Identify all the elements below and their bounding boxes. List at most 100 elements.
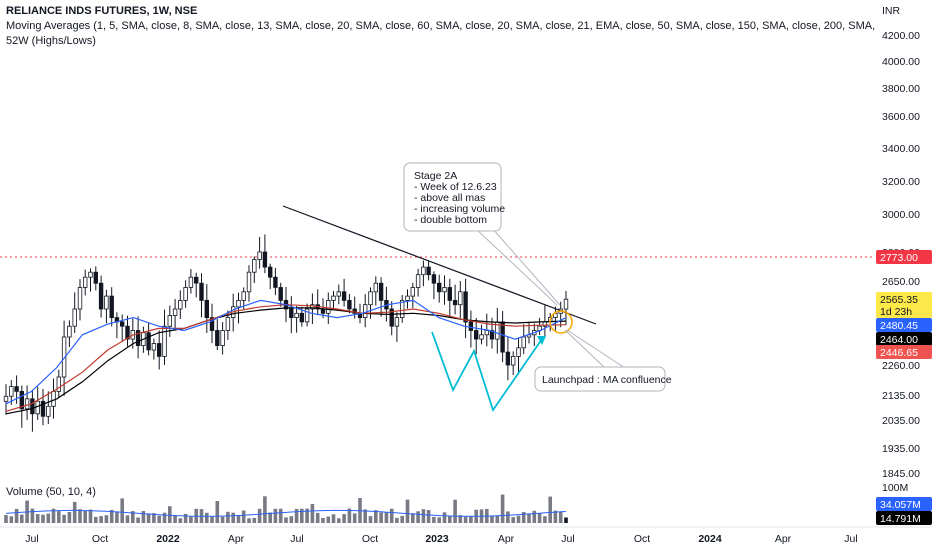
volume-bar [152, 513, 156, 523]
candle [479, 324, 484, 345]
volume-bar [500, 494, 505, 523]
volume-bar [395, 517, 399, 523]
volume-bar [104, 515, 109, 523]
candle [331, 290, 336, 310]
volume-bar [51, 508, 56, 523]
symbol-title[interactable]: RELIANCE INDS FUTURES, 1W, NSE [6, 5, 198, 17]
time-tick-label: Jul [561, 533, 574, 545]
last-price-badge: 2565.35 1d 23h [876, 292, 932, 318]
price-tick-label: 1935.00 [882, 443, 920, 455]
double-bottom-pattern[interactable] [431, 331, 543, 413]
volume-bar [125, 515, 130, 523]
candle [257, 237, 262, 269]
volume-bar [300, 508, 304, 523]
volume-bar [131, 511, 135, 523]
volume-bar [14, 508, 19, 523]
candle [505, 336, 511, 381]
candle [410, 282, 415, 309]
candle [458, 281, 463, 319]
volume-bar [226, 511, 230, 523]
price-tick-label: 4000.00 [882, 56, 920, 68]
moving-averages-legend[interactable]: Moving Averages (1, 5, SMA, close, 8, SM… [6, 20, 878, 32]
candle [67, 320, 72, 347]
candle [289, 296, 294, 334]
candle [468, 310, 474, 348]
volume-last-badge: 14.791M [876, 511, 932, 525]
time-tick-label: Apr [498, 533, 515, 545]
volume-bar [532, 510, 537, 523]
volume-bar [189, 516, 193, 523]
volume-bar [236, 515, 241, 523]
price-tick-label: 2260.00 [882, 360, 920, 372]
price-axis: 4200.00 4000.00 3800.00 3600.00 3400.00 3200.… [882, 30, 920, 480]
volume-bar [537, 513, 542, 523]
candle [104, 289, 109, 324]
ma-blue-badge: 2480.45 [876, 318, 932, 332]
currency-label: INR [882, 5, 901, 17]
price-tick-label: 3600.00 [882, 111, 920, 123]
candle [40, 389, 46, 426]
volume-bar [268, 512, 272, 523]
candle [215, 319, 220, 351]
time-axis: Jul Oct 2022 Apr Jul Oct 2023 Apr Jul Oct 2024 Apr J… [25, 533, 857, 545]
highs-lows-legend[interactable]: 52W (Highs/Lows) [6, 35, 96, 47]
volume-bar [379, 512, 383, 523]
volume-bar [263, 496, 267, 523]
ma-black-badge: 2464.00 [876, 332, 932, 346]
candle [521, 324, 526, 355]
candle [516, 337, 521, 375]
trendline[interactable] [282, 205, 597, 325]
candles [3, 234, 569, 432]
volume-legend[interactable]: Volume (50, 10, 4) [6, 486, 96, 498]
candle [156, 330, 162, 370]
volume-bar [347, 508, 352, 523]
candle [246, 265, 252, 302]
volume-bar [469, 516, 473, 523]
candle [125, 315, 130, 347]
time-tick-label: 2023 [425, 533, 449, 545]
candle [267, 263, 273, 290]
volume-bar [146, 513, 151, 523]
volume-bar [463, 516, 468, 523]
launchpad-text: Launchpad : MA confluence [542, 374, 672, 386]
candle [51, 378, 56, 419]
volume-bar [305, 508, 309, 523]
volume-bar [321, 518, 325, 523]
time-tick-label: Jul [844, 533, 857, 545]
ma-red-value: 2446.65 [880, 347, 918, 359]
volume-bar [453, 499, 457, 523]
candle [172, 299, 178, 331]
volume-bar [310, 504, 315, 523]
price-tick-label: 2035.00 [882, 415, 920, 427]
candle [24, 385, 30, 420]
volume-bar [543, 516, 547, 523]
volume-bar [94, 516, 98, 523]
launchpad-callout[interactable]: Launchpad : MA confluence [534, 329, 672, 392]
volume-bar [157, 515, 161, 523]
candle [114, 312, 120, 339]
countdown-value: 1d 23h [880, 306, 912, 318]
volume-ma-value: 34.057M [880, 499, 921, 511]
volume-bar [173, 515, 177, 523]
volume-bar [141, 511, 146, 523]
candle [447, 278, 452, 318]
candle [209, 303, 215, 344]
price-tick-label: 3200.00 [882, 176, 920, 188]
time-tick-label: 2022 [156, 533, 180, 545]
ma-confluence-circle[interactable] [549, 310, 573, 334]
candle [278, 282, 283, 307]
candle [563, 291, 569, 325]
volume-bar [88, 509, 93, 523]
candle [199, 273, 204, 318]
ma-black-line [5, 307, 567, 415]
candle [72, 292, 77, 333]
stage-callout[interactable]: Stage 2A - Week of 12.6.23 - above all m… [403, 162, 561, 306]
candle [421, 260, 426, 287]
stage-line-2: - Week of 12.6.23 [414, 181, 497, 193]
volume-bar [46, 513, 51, 523]
last-price-value: 2565.35 [880, 294, 918, 306]
volume-bar [400, 515, 404, 523]
time-tick-label: Apr [775, 533, 792, 545]
candle [151, 338, 157, 360]
